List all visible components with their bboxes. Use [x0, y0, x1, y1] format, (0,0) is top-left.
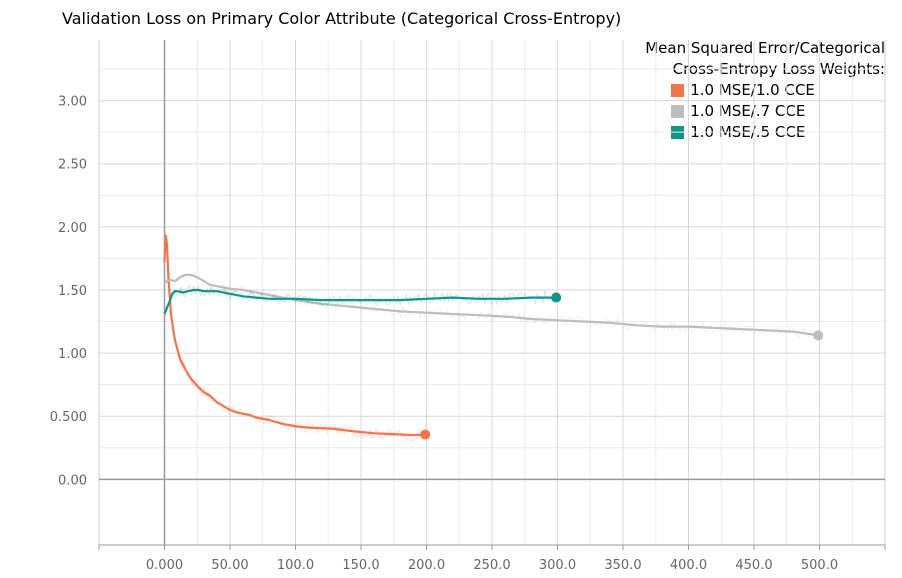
x-tick-label: 0.000: [146, 558, 183, 573]
x-tick-label: 50.00: [211, 558, 248, 573]
series-end-point-2[interactable]: [813, 330, 824, 341]
x-tick-label: 200.0: [408, 558, 445, 573]
x-tick-label: 500.0: [801, 558, 838, 573]
x-tick-label: 250.0: [473, 558, 510, 573]
x-tick-label: 400.0: [670, 558, 707, 573]
y-tick-label: 0.500: [50, 410, 87, 425]
y-tick-label: 2.50: [58, 158, 87, 173]
legend-title-line1: Mean Squared Error/Categorical: [645, 39, 885, 57]
series-line-3[interactable]: [163, 288, 557, 315]
series-end-point-3[interactable]: [551, 292, 562, 303]
y-tick-label: 0.00: [58, 473, 87, 488]
x-tick-label: 450.0: [735, 558, 772, 573]
y-tick-label: 2.00: [58, 221, 87, 236]
series-end-point-1[interactable]: [420, 429, 431, 440]
y-tick-label: 3.00: [58, 95, 87, 110]
series-raw-line-1: [164, 230, 424, 442]
x-tick-label: 350.0: [604, 558, 641, 573]
series-line-2[interactable]: [163, 273, 819, 337]
x-tick-label: 150.0: [342, 558, 379, 573]
chart-title: Validation Loss on Primary Color Attribu…: [62, 9, 622, 28]
legend-swatch-series-1: [671, 84, 685, 97]
x-tick-label: 100.0: [277, 558, 314, 573]
legend-swatch-series-2: [671, 105, 685, 118]
legend-item-series-2[interactable]: 1.0 MSE/.7 CCE: [671, 101, 885, 122]
series-line-1[interactable]: [163, 234, 426, 437]
y-tick-label: 1.50: [58, 284, 87, 299]
y-tick-label: 1.00: [58, 347, 87, 362]
legend-label-series-2: 1.0 MSE/.7 CCE: [690, 102, 806, 120]
x-tick-label: 300.0: [539, 558, 576, 573]
